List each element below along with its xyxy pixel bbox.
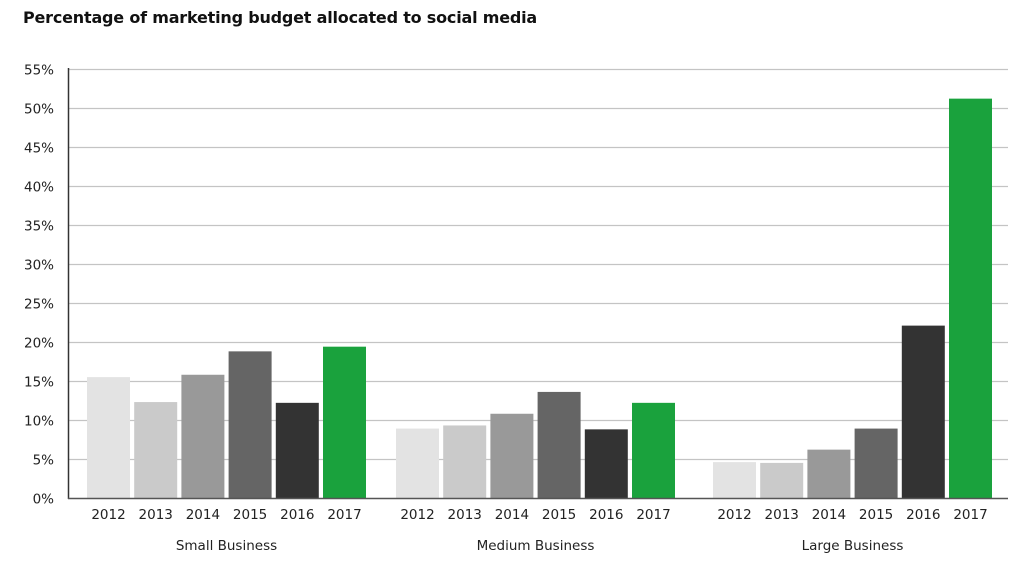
y-tick-label: 40% [24, 180, 54, 196]
group-label: Large Business [802, 538, 904, 554]
bar-small-business-2015 [228, 351, 272, 498]
x-tick-label: 2017 [327, 507, 361, 523]
x-tick-label: 2015 [859, 507, 893, 523]
x-tick-label: 2016 [589, 507, 623, 523]
x-tick-label: 2014 [812, 507, 846, 523]
x-tick-label: 2013 [448, 507, 482, 523]
bar-small-business-2016 [275, 402, 319, 498]
bar-medium-business-2012 [396, 428, 439, 498]
bar-medium-business-2013 [443, 425, 487, 498]
x-tick-label: 2016 [280, 507, 314, 523]
bar-large-business-2012 [713, 462, 756, 498]
y-tick-label: 10% [24, 414, 54, 430]
y-tick-label: 30% [24, 258, 54, 274]
y-tick-label: 0% [33, 492, 55, 508]
group-label: Medium Business [477, 538, 595, 554]
y-tick-label: 15% [24, 375, 54, 391]
x-tick-label: 2012 [91, 507, 125, 523]
x-tick-label: 2015 [233, 507, 267, 523]
x-tick-label: 2014 [186, 507, 220, 523]
y-tick-label: 45% [24, 141, 54, 157]
y-tick-label: 5% [33, 453, 55, 469]
bar-large-business-2015 [854, 428, 898, 498]
bar-medium-business-2014 [490, 413, 534, 498]
bar-large-business-2013 [760, 462, 804, 498]
x-tick-label: 2014 [495, 507, 529, 523]
x-tick-label: 2013 [139, 507, 173, 523]
y-tick-label: 50% [24, 102, 54, 118]
bar-medium-business-2015 [537, 391, 581, 498]
group-label: Small Business [176, 538, 277, 554]
x-tick-label: 2017 [953, 507, 987, 523]
y-tick-label: 55% [24, 63, 54, 79]
x-tick-label: 2012 [717, 507, 751, 523]
bar-large-business-2016 [901, 325, 945, 498]
x-tick-label: 2016 [906, 507, 940, 523]
bar-large-business-2014 [807, 449, 851, 498]
axes [67, 68, 1008, 500]
bar-large-business-2017 [949, 98, 992, 498]
bar-medium-business-2016 [584, 429, 628, 498]
x-tick-label: 2017 [636, 507, 670, 523]
chart-title: Percentage of marketing budget allocated… [23, 8, 537, 27]
bar-small-business-2013 [134, 402, 178, 498]
x-tick-label: 2015 [542, 507, 576, 523]
y-tick-label: 20% [24, 336, 54, 352]
bar-small-business-2017 [323, 346, 366, 498]
bars [87, 98, 992, 498]
x-tick-label: 2012 [400, 507, 434, 523]
y-tick-label: 25% [24, 297, 54, 313]
bar-small-business-2014 [181, 374, 225, 498]
x-tick-label: 2013 [765, 507, 799, 523]
bar-medium-business-2017 [632, 402, 675, 498]
bar-small-business-2012 [87, 377, 130, 498]
y-tick-label: 35% [24, 219, 54, 235]
y-axis-tick-labels: 0% 5% 10% 15% 20% 25% 30% 35% 40% 45% 50% 55% [24, 63, 54, 508]
